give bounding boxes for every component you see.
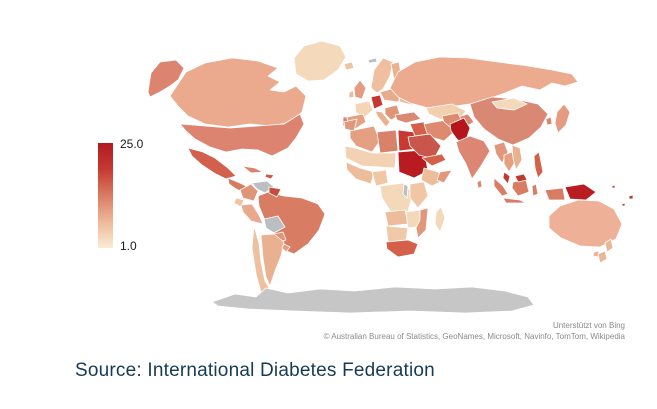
map-region-argentina[interactable] (260, 233, 285, 287)
map-region-australia[interactable] (548, 199, 623, 248)
map-region-peru[interactable] (240, 203, 264, 225)
map-region-guyana[interactable] (268, 186, 282, 198)
map-region-hispaniola[interactable] (264, 173, 275, 180)
map-region-svalbard[interactable] (367, 57, 378, 64)
copyright-attribution-line: © Australian Bureau of Statistics, GeoNa… (323, 332, 625, 341)
map-region-cuba[interactable] (241, 165, 264, 174)
source-note: Source: International Diabetes Federatio… (75, 360, 435, 381)
bing-attribution-line: Unterstützt von Bing (552, 321, 625, 330)
map-region-indonesia-borneo[interactable] (511, 179, 530, 197)
map-region-turkey[interactable] (394, 111, 422, 124)
map-region-algeria[interactable] (349, 125, 381, 153)
legend-max-label: 25.0 (120, 137, 144, 151)
map-region-namibia-botswana[interactable] (385, 225, 409, 243)
legend-gradient-bar (98, 143, 113, 248)
map-region-lake[interactable] (402, 183, 409, 199)
map-region-france[interactable] (354, 100, 374, 118)
map-region-scandinavia[interactable] (370, 57, 394, 94)
map-region-mozambique[interactable] (415, 207, 429, 239)
map-region-canada[interactable] (169, 57, 307, 128)
map-region-south-korea[interactable] (545, 116, 553, 126)
map-region-ireland[interactable] (348, 89, 355, 99)
map-region-madagascar[interactable] (434, 206, 446, 233)
map-region-mongolia[interactable] (491, 97, 528, 111)
map-region-thailand[interactable] (503, 151, 516, 173)
map-region-tasmania[interactable] (592, 250, 600, 258)
map-region-nigeria[interactable] (371, 169, 389, 187)
map-region-colombia[interactable] (239, 183, 259, 202)
map-region-yemen-oman[interactable] (421, 153, 447, 167)
map-region-usa[interactable] (179, 113, 305, 157)
map-region-somalia[interactable] (436, 169, 453, 184)
map-region-indonesia-sumatra[interactable] (493, 177, 509, 197)
map-region-pacific-island-2[interactable] (621, 202, 626, 207)
map-region-malaysia-peninsula[interactable] (502, 171, 511, 185)
map-region-italy[interactable] (374, 110, 391, 128)
map-region-malaysia-borneo[interactable] (514, 173, 528, 183)
map-region-vietnam[interactable] (511, 144, 523, 171)
map-region-fiji[interactable] (628, 194, 634, 200)
map-attribution: Unterstützt von Bing © Australian Bureau… (324, 320, 625, 342)
map-region-east-africa[interactable] (409, 181, 429, 209)
map-region-libya[interactable] (376, 129, 399, 154)
map-region-greenland[interactable] (293, 40, 347, 82)
map-region-west-africa[interactable] (345, 161, 375, 185)
color-legend: 25.0 1.0 (98, 137, 168, 257)
map-region-angola[interactable] (384, 209, 409, 227)
legend-min-label: 1.0 (120, 239, 137, 253)
map-region-mexico[interactable] (187, 147, 237, 180)
map-region-sri-lanka[interactable] (476, 179, 483, 189)
map-region-indonesia-java[interactable] (502, 197, 527, 204)
map-region-philippines[interactable] (533, 151, 544, 179)
map-region-uk[interactable] (353, 79, 367, 100)
map-region-pacific-island-1[interactable] (611, 184, 616, 189)
map-region-iceland[interactable] (343, 61, 355, 71)
map-region-south-africa[interactable] (385, 239, 419, 258)
map-region-antarctica[interactable] (211, 286, 535, 314)
map-region-alaska[interactable] (147, 59, 185, 98)
map-region-india[interactable] (455, 135, 491, 180)
map-region-sahel[interactable] (344, 145, 397, 169)
map-region-japan[interactable] (554, 103, 571, 134)
map-region-papua-new-guinea[interactable] (564, 183, 597, 201)
map-region-germany[interactable] (370, 94, 384, 110)
map-region-bolivia[interactable] (263, 215, 286, 234)
map-region-new-zealand[interactable] (597, 238, 614, 264)
map-region-uruguay[interactable] (281, 243, 291, 253)
map-region-indonesia-sulawesi[interactable] (531, 183, 539, 197)
map-region-indonesia-west-papua[interactable] (544, 187, 566, 201)
